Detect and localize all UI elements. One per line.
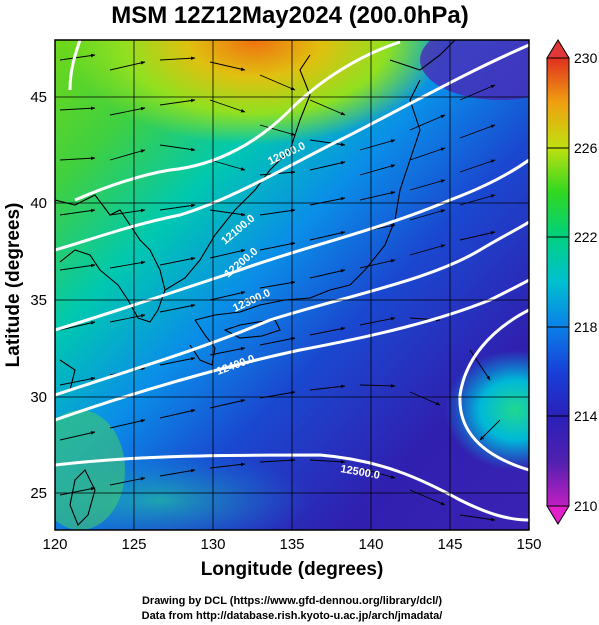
- y-tick-label: 30: [30, 389, 47, 406]
- green-region-west: [55, 410, 125, 530]
- colorbar-tick-label: 222: [574, 229, 598, 245]
- contour-line: [55, 453, 529, 522]
- plot-frame: [54, 39, 530, 531]
- colorbar-tick-label: 230: [574, 50, 598, 66]
- warm-anomaly-east: [445, 350, 529, 470]
- warm-core: [65, 40, 445, 145]
- y-tick-label: 25: [30, 485, 47, 502]
- colorbar-scale: [546, 57, 570, 507]
- colorbar-tick-label: 210: [574, 498, 598, 514]
- contour-line: [55, 158, 529, 332]
- colorbar-tick-label: 218: [574, 319, 598, 335]
- x-tick-label: 145: [437, 536, 462, 553]
- plot-area: 12000.0 12100.0 12200.0 12300.0 12400.0 …: [55, 40, 529, 530]
- y-axis-label: Latitude (degrees): [3, 203, 24, 368]
- x-tick-label: 125: [121, 536, 146, 553]
- colorbar: 230 226 222 218 214 210: [546, 39, 598, 525]
- colorbar-max-arrow: [546, 39, 570, 59]
- x-axis: 120 125 130 135 140 145 150: [42, 536, 541, 553]
- contour-line: [74, 40, 401, 202]
- x-tick-label: 130: [200, 536, 225, 553]
- colorbar-min-arrow: [546, 505, 570, 525]
- contour-line: [55, 220, 529, 397]
- y-axis: 25 30 35 40 45: [30, 89, 47, 502]
- x-tick-label: 120: [42, 536, 67, 553]
- y-tick-label: 45: [30, 89, 47, 106]
- colorbar-tick-label: 226: [574, 140, 598, 156]
- contour-line: [458, 308, 529, 472]
- contour-line: [55, 278, 529, 422]
- contour-line: [55, 43, 529, 252]
- x-tick-label: 150: [516, 536, 541, 553]
- x-tick-label: 135: [279, 536, 304, 553]
- contour-line: [68, 40, 82, 91]
- x-axis-label: Longitude (degrees): [201, 559, 384, 580]
- y-tick-label: 40: [30, 195, 47, 212]
- colorbar-tick-label: 214: [574, 408, 598, 424]
- y-tick-label: 35: [30, 292, 47, 309]
- map-title: MSM 12Z12May2024 (200.0hPa): [111, 2, 469, 29]
- footer-credit-data: Data from http://database.rish.kyoto-u.a…: [142, 610, 443, 622]
- footer-credit-drawing: Drawing by DCL (https://www.gfd-dennou.o…: [142, 595, 442, 607]
- x-tick-label: 140: [358, 536, 383, 553]
- grid-lines: [55, 40, 529, 530]
- height-contours: [55, 40, 529, 522]
